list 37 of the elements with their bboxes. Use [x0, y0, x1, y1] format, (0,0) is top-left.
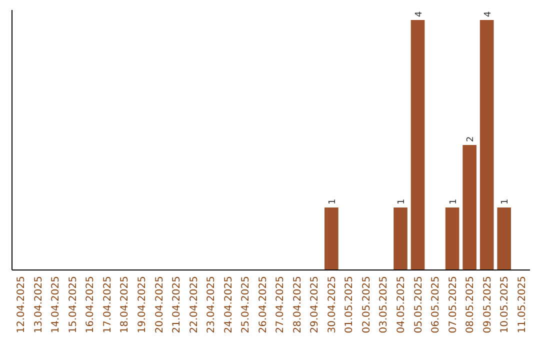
- data-label: 1: [397, 198, 407, 204]
- data-label: 4: [414, 11, 424, 17]
- x-tick-label: 08.05.2025: [465, 276, 476, 334]
- x-tick-label: 03.05.2025: [378, 276, 390, 334]
- x-tick-label: 28.04.2025: [292, 276, 304, 334]
- x-tick-label: 13.04.2025: [33, 276, 44, 334]
- x-tick-label: 20.04.2025: [154, 276, 166, 334]
- x-tick-label: 22.04.2025: [188, 276, 200, 334]
- x-tick-label: 16.04.2025: [85, 276, 96, 334]
- x-tick-label: 24.04.2025: [223, 276, 234, 334]
- x-tick-label: 30.04.2025: [326, 276, 338, 334]
- data-label: 1: [500, 198, 511, 204]
- x-tick-label: 06.05.2025: [430, 276, 442, 334]
- x-tick-label: 19.04.2025: [137, 276, 148, 334]
- x-tick-label: 02.05.2025: [361, 276, 372, 334]
- x-tick-label: 17.04.2025: [102, 276, 114, 334]
- x-tick-label: 29.04.2025: [310, 276, 321, 334]
- x-tick-label: 04.05.2025: [396, 276, 407, 334]
- x-tick-label: 11.05.2025: [516, 276, 528, 334]
- x-tick-label: 14.04.2025: [50, 276, 62, 334]
- x-tick-label: 10.05.2025: [500, 276, 511, 334]
- data-label: 4: [483, 11, 494, 17]
- x-tick-label: 15.04.2025: [68, 276, 79, 334]
- x-tick-label: 23.04.2025: [206, 276, 218, 334]
- x-tick-label: 07.05.2025: [448, 276, 459, 334]
- x-tick-label: 26.04.2025: [258, 276, 269, 334]
- x-tick-label: 18.04.2025: [120, 276, 131, 334]
- x-tick-label: 09.05.2025: [482, 276, 494, 334]
- data-label: 2: [466, 136, 476, 142]
- x-tick-label: 25.04.2025: [240, 276, 252, 334]
- data-label: 1: [448, 198, 459, 204]
- x-tick-label: 27.04.2025: [275, 276, 286, 334]
- data-label: 1: [328, 198, 338, 204]
- x-tick-label: 05.05.2025: [413, 276, 424, 334]
- x-tick-label: 01.05.2025: [344, 276, 356, 334]
- x-tick-label: 21.04.2025: [172, 276, 183, 334]
- x-tick-label: 12.04.2025: [16, 276, 28, 334]
